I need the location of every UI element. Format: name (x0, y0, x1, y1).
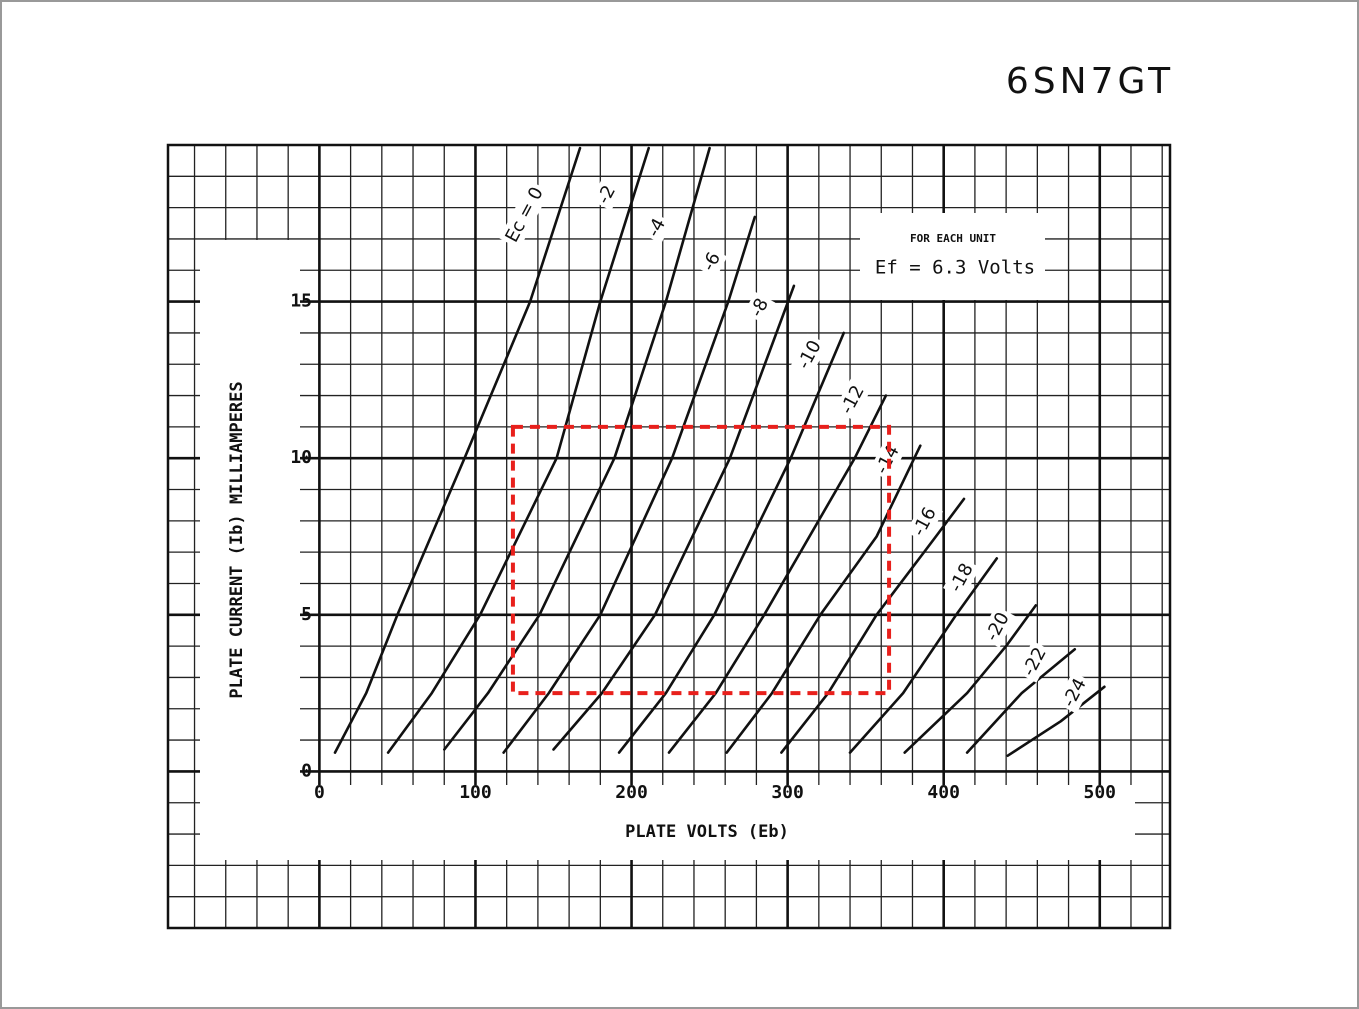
curve (443, 146, 711, 751)
note-text: Ef = 6.3 Volts (875, 257, 1035, 279)
curve (552, 284, 796, 751)
ticks: 0 100 200 300 400 500 0 5 10 15 (290, 291, 1116, 803)
y-label-area (200, 240, 300, 860)
note-box (860, 213, 1045, 300)
curve-label-bg (1016, 640, 1054, 683)
curve-label-bg (1056, 671, 1094, 714)
curve (1006, 685, 1106, 757)
curve (965, 648, 1077, 754)
curve (617, 331, 846, 754)
label-area (200, 240, 1135, 860)
curve-label-bg (834, 378, 872, 421)
curve (502, 215, 757, 754)
curve (667, 394, 888, 754)
y-tick-label: 15 (290, 291, 312, 312)
curve-label-bg (590, 178, 623, 211)
chart-title: 6SN7GT (1006, 61, 1174, 102)
curve (386, 146, 650, 754)
x-label-area (200, 785, 1135, 860)
curve (333, 146, 582, 754)
x-tick-label: 100 (459, 782, 492, 803)
curve-label-bg (979, 605, 1017, 648)
note-heading: FOR EACH UNIT (910, 232, 996, 245)
curves (333, 146, 1106, 757)
x-tick-label: 500 (1084, 782, 1117, 803)
curve-label-bg (943, 556, 981, 599)
curve (780, 497, 966, 754)
curve-label-bg (743, 291, 776, 324)
grid-frame (166, 143, 1172, 930)
y-tick-label: 10 (290, 447, 312, 468)
curve-label-group: -6 (695, 245, 728, 278)
x-tick-label: 200 (615, 782, 648, 803)
y-axis-label: PLATE CURRENT (Ib) MILLIAMPERES (227, 381, 247, 698)
curve (903, 604, 1038, 754)
curve-label-bg (695, 245, 728, 278)
y-tick-label: 0 (301, 760, 312, 781)
curve (848, 557, 999, 754)
x-tick-label: 300 (771, 782, 804, 803)
curve-label-bg (791, 333, 829, 376)
curve (725, 444, 922, 754)
x-tick-label: 400 (927, 782, 960, 803)
highlight-box (510, 424, 892, 696)
curve-label-bg (906, 500, 944, 543)
curve-label-bg (640, 211, 673, 244)
y-tick-label: 5 (301, 604, 312, 625)
x-axis-label: PLATE VOLTS (Eb) (625, 822, 789, 842)
x-tick-label: 0 (314, 782, 325, 803)
curve-label-bg (499, 180, 551, 249)
